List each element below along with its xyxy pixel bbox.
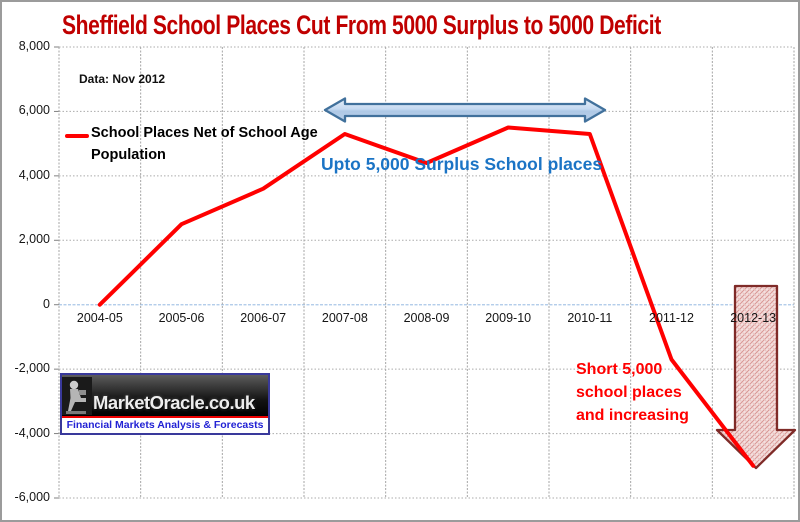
x-axis-label: 2009-10 — [485, 311, 532, 325]
y-axis-label: 8,000 — [18, 39, 50, 53]
legend-line-swatch — [65, 134, 89, 138]
y-axis-label: 6,000 — [18, 103, 50, 118]
legend-label: School Places Net of School Age Populati… — [91, 125, 318, 163]
x-axis-label: 2004-05 — [76, 311, 123, 325]
surplus-annotation: Upto 5,000 Surplus School places — [321, 154, 603, 174]
logo-divider — [62, 416, 268, 418]
oracle-statue-icon — [62, 376, 92, 415]
logo-name: MarketOracle.co.uk — [93, 392, 255, 413]
x-axis-label: 2006-07 — [240, 311, 287, 325]
marketoracle-logo[interactable]: MarketOracle.co.uk Financial Markets Ana… — [60, 373, 270, 435]
series-line — [97, 125, 756, 468]
y-axis-label: -2,000 — [14, 361, 50, 376]
x-axis-label: 2010-11 — [567, 311, 613, 325]
x-axis-label: 2007-08 — [321, 311, 368, 325]
x-axis-label: 2011-12 — [649, 311, 694, 325]
logo-tagline: Financial Markets Analysis & Forecasts — [66, 419, 264, 431]
y-axis-label: 2,000 — [18, 232, 50, 247]
y-axis-label: -4,000 — [14, 425, 50, 440]
y-axis-label: 0 — [43, 296, 50, 311]
logo-banner: MarketOracle.co.uk — [62, 375, 268, 416]
gridlines — [54, 46, 795, 499]
y-axis-label: -6,000 — [14, 490, 50, 504]
x-axis-label: 2008-09 — [403, 311, 450, 325]
chart-title: Sheffield School Places Cut From 5000 Su… — [62, 10, 661, 40]
y-axis-label: 4,000 — [18, 167, 50, 182]
deficit-annotation: Short 5,000 school places and increasing — [576, 361, 689, 424]
data-note: Data: Nov 2012 — [79, 72, 166, 86]
deficit-down-arrow-icon — [715, 284, 797, 470]
surplus-span-arrow-icon — [323, 97, 607, 123]
x-axis-label: 2012-13 — [730, 311, 777, 325]
x-axis-label: 2005-06 — [158, 311, 205, 325]
